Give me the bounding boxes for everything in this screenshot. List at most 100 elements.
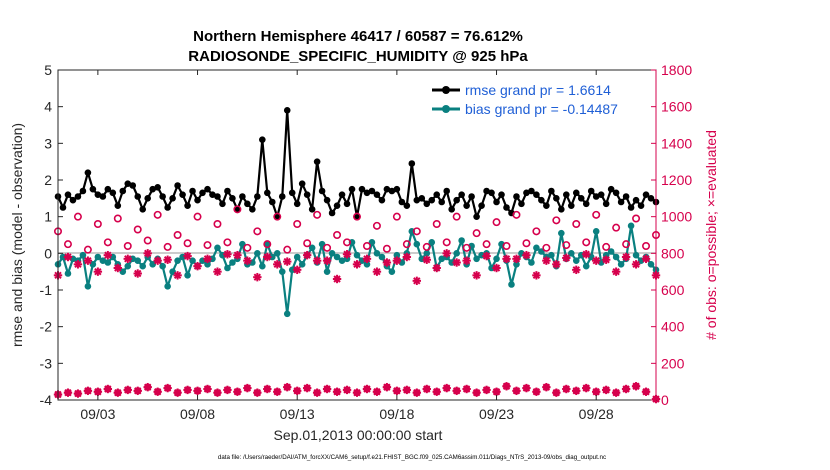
- y-tick-label-right: 1200: [661, 172, 692, 188]
- series-obs-possible-12z--point: [582, 238, 591, 247]
- series-rmse-point: [293, 200, 301, 208]
- asterisk-stroke: [253, 273, 262, 281]
- series-obs-possible-point: [273, 212, 282, 221]
- series-obs-possible-point: [412, 227, 421, 236]
- y-tick-label-right: 600: [661, 282, 685, 298]
- series-rmse-point: [563, 191, 570, 198]
- series-rmse-point: [483, 187, 490, 195]
- series-obs-evaluated-12z--point: [522, 250, 531, 260]
- series-rmse-point: [548, 187, 555, 195]
- y-tick-label-right: 1800: [661, 62, 692, 78]
- series-bias-point: [333, 253, 341, 261]
- series-rmse-point: [303, 191, 311, 198]
- series-low-counts-ring: [642, 388, 650, 396]
- series-rmse-point: [513, 193, 520, 200]
- asterisk-stroke: [572, 266, 580, 274]
- series-obs-possible-12z--point: [462, 243, 471, 252]
- series-low-counts-ring: [293, 387, 301, 395]
- asterisk-stroke: [104, 251, 112, 259]
- series-rmse-point: [244, 200, 251, 208]
- asterisk-stroke: [233, 251, 242, 259]
- asterisk-stroke: [363, 255, 371, 263]
- series-rmse-point: [278, 193, 286, 200]
- series-rmse-point: [64, 191, 72, 198]
- series-obs-evaluated-12z--point: [83, 256, 93, 265]
- series-low-counts-ring: [413, 389, 421, 397]
- series-bias-point: [59, 253, 67, 261]
- series-bias-point: [363, 261, 371, 268]
- series-obs-possible-12z--point: [143, 236, 152, 245]
- series-rmse-point: [323, 196, 331, 204]
- asterisk-stroke: [413, 277, 421, 285]
- series-bias-point: [174, 257, 181, 264]
- series-bias-point: [229, 259, 236, 266]
- asterisk-stroke: [74, 260, 82, 269]
- series-bias-point: [189, 257, 196, 264]
- asterisk-stroke: [622, 253, 630, 261]
- series-low-counts-ring: [492, 388, 501, 396]
- series-obs-evaluated-12z--point: [641, 254, 651, 264]
- series-bias-point: [632, 251, 640, 259]
- series-rmse-point: [328, 209, 336, 217]
- series-rmse-point: [209, 191, 216, 198]
- series-rmse-point: [134, 193, 142, 200]
- x-axis-label: Sep.01,2013 00:00:00 start: [274, 427, 443, 443]
- series-obs-evaluated-12z--point: [482, 251, 491, 261]
- series-bias-point: [453, 250, 460, 257]
- series-bias-point: [278, 268, 286, 275]
- series-obs-possible-12z--point: [223, 238, 232, 247]
- series-low-counts-ring: [134, 387, 142, 395]
- series-obs-evaluated-point: [452, 258, 461, 267]
- series-rmse-point: [503, 204, 510, 211]
- series-low-counts-ring: [572, 387, 580, 395]
- series-obs-evaluated-12z--point: [582, 250, 591, 259]
- y-tick-label-left: 3: [44, 135, 52, 151]
- series-obs-evaluated-point: [492, 263, 501, 273]
- asterisk-stroke: [472, 271, 481, 280]
- series-obs-possible-12z--point: [382, 244, 391, 253]
- series-rmse-point: [637, 202, 645, 209]
- y-tick-label-left: 4: [44, 99, 52, 115]
- asterisk-stroke: [193, 262, 202, 270]
- series-low-counts-ring: [104, 385, 112, 393]
- series-rmse-point: [234, 206, 241, 213]
- series-bias-point: [567, 250, 575, 257]
- chart-title-line1: Northern Hemisphere 46417 / 60587 = 76.6…: [193, 28, 523, 45]
- series-obs-possible-12z--point: [163, 242, 172, 251]
- series-obs-possible-12z--point: [303, 239, 312, 248]
- series-bias-point: [338, 257, 346, 264]
- series-obs-possible-point: [193, 212, 202, 221]
- y-tick-label-left: 5: [44, 62, 52, 78]
- series-rmse-point: [543, 202, 550, 209]
- asterisk-stroke: [502, 255, 511, 263]
- series-low-counts-ring: [183, 386, 192, 394]
- asterisk-stroke: [343, 250, 351, 258]
- series-low-counts-ring: [164, 384, 172, 392]
- asterisk-stroke: [353, 260, 361, 269]
- series-obs-evaluated-point: [193, 261, 202, 271]
- asterisk-stroke: [153, 256, 162, 265]
- series-rmse-point: [74, 193, 82, 200]
- series-obs-possible-point: [472, 229, 481, 238]
- asterisk-stroke: [492, 264, 501, 272]
- asterisk-stroke: [433, 264, 441, 272]
- asterisk-stroke: [403, 253, 411, 261]
- series-obs-possible-12z--point: [83, 245, 92, 254]
- series-obs-possible-12z--point: [63, 240, 72, 249]
- series-rmse-point: [204, 185, 211, 193]
- series-rmse-point: [622, 193, 630, 200]
- series-bias-point: [617, 261, 625, 268]
- asterisk-stroke: [84, 256, 92, 265]
- series-obs-evaluated-12z--point: [243, 256, 252, 265]
- asterisk-stroke: [263, 253, 271, 261]
- asterisk-stroke: [313, 256, 321, 265]
- series-obs-evaluated-12z--point: [342, 250, 352, 259]
- series-obs-evaluated-point: [631, 260, 641, 269]
- series-bias-point: [582, 262, 590, 270]
- series-low-counts-ring: [453, 387, 461, 395]
- series-low-counts-ring: [74, 389, 82, 398]
- series-obs-possible-12z--point: [402, 240, 411, 249]
- series-rmse-point: [189, 187, 196, 195]
- series-bias-point: [264, 240, 271, 248]
- y-tick-label-right: 800: [661, 245, 685, 261]
